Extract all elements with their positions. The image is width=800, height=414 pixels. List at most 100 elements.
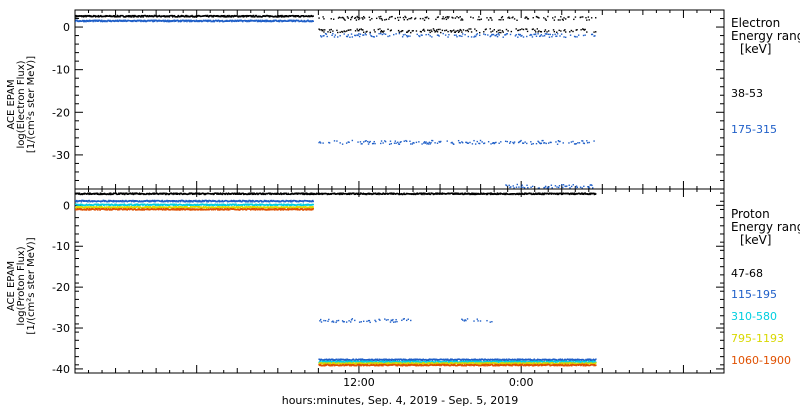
data-point (359, 17, 360, 18)
data-point (355, 35, 356, 36)
data-point (522, 187, 523, 188)
data-point (359, 29, 360, 30)
data-point (381, 18, 382, 19)
data-point (354, 320, 355, 321)
data-point (572, 141, 573, 142)
data-point (447, 36, 448, 37)
data-point (432, 140, 433, 141)
data-point (542, 140, 543, 141)
data-point (480, 320, 481, 321)
data-point (552, 17, 553, 18)
data-point (331, 35, 332, 36)
data-point (502, 30, 503, 31)
data-point (369, 33, 370, 34)
data-point (533, 143, 534, 144)
data-point (335, 322, 336, 323)
data-point (367, 141, 368, 142)
data-point (586, 31, 587, 32)
data-point (502, 16, 503, 17)
data-point (577, 142, 578, 143)
data-point (374, 143, 375, 144)
data-point (394, 143, 395, 144)
data-point (411, 17, 412, 18)
data-point (562, 187, 563, 188)
data-point (339, 142, 340, 143)
data-point (563, 17, 564, 18)
data-point (342, 143, 343, 144)
data-point (331, 18, 332, 19)
data-point (456, 36, 457, 37)
data-point (526, 185, 527, 186)
data-point (521, 35, 522, 36)
data-point (561, 33, 562, 34)
data-point (416, 30, 417, 31)
data-point (526, 143, 527, 144)
data-point (551, 36, 552, 37)
data-point (512, 16, 513, 17)
data-point (485, 28, 486, 29)
data-point (460, 35, 461, 36)
data-point (576, 143, 577, 144)
data-point (373, 143, 374, 144)
data-point (595, 17, 596, 18)
data-point (436, 29, 437, 30)
data-point (382, 19, 383, 20)
data-point (545, 29, 546, 30)
data-point (461, 36, 462, 37)
data-point (451, 30, 452, 31)
data-point (503, 19, 504, 20)
data-point (313, 21, 314, 22)
data-point (413, 142, 414, 143)
data-point (533, 28, 534, 29)
data-point (363, 141, 364, 142)
data-point (517, 37, 518, 38)
data-point (582, 140, 583, 141)
data-point (518, 30, 519, 31)
data-point (378, 29, 379, 30)
data-point (335, 34, 336, 35)
data-point (472, 143, 473, 144)
data-point (486, 17, 487, 18)
data-point (495, 142, 496, 143)
data-point (473, 17, 474, 18)
data-point (440, 32, 441, 33)
data-point (509, 142, 510, 143)
data-point (408, 30, 409, 31)
data-point (420, 18, 421, 19)
data-point (355, 17, 356, 18)
data-point (333, 19, 334, 20)
data-point (418, 141, 419, 142)
data-point (549, 37, 550, 38)
data-point (545, 186, 546, 187)
data-point (404, 19, 405, 20)
data-point (397, 142, 398, 143)
data-point (556, 35, 557, 36)
data-point (526, 17, 527, 18)
data-point (439, 29, 440, 30)
data-point (352, 140, 353, 141)
data-point (586, 140, 587, 141)
data-point (532, 36, 533, 37)
data-point (532, 186, 533, 187)
data-point (460, 16, 461, 17)
data-point (481, 141, 482, 142)
data-point (376, 18, 377, 19)
data-point (424, 141, 425, 142)
data-point (486, 320, 487, 321)
data-point (344, 31, 345, 32)
data-point (462, 319, 463, 320)
data-point (556, 186, 557, 187)
data-point (479, 32, 480, 33)
data-point (428, 18, 429, 19)
data-point (510, 141, 511, 142)
data-point (477, 19, 478, 20)
data-point (475, 143, 476, 144)
series-1 (75, 19, 596, 188)
data-point (391, 16, 392, 17)
data-point (437, 31, 438, 32)
data-point (506, 185, 507, 186)
data-point (477, 141, 478, 142)
data-point (536, 36, 537, 37)
data-point (365, 34, 366, 35)
data-point (408, 361, 409, 362)
